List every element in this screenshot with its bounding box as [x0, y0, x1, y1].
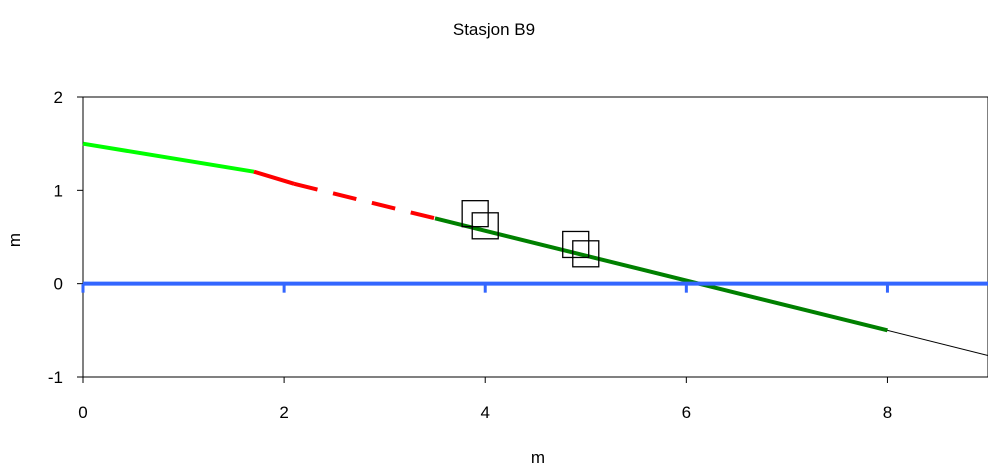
y-tick-label: 0 [54, 275, 63, 294]
series-line-3 [435, 218, 888, 330]
y-tick-label: 2 [54, 88, 63, 107]
y-axis-title: m [5, 233, 24, 247]
x-axis-title: m [531, 448, 545, 467]
plot-frame [83, 97, 988, 377]
x-tick-label: 6 [682, 403, 691, 422]
series-line-0 [83, 144, 254, 172]
x-tick-label: 0 [78, 403, 87, 422]
x-tick-label: 8 [883, 403, 892, 422]
data-point-square [462, 201, 488, 227]
y-tick-label: -1 [48, 368, 63, 387]
series-line-4 [887, 330, 988, 355]
x-tick-label: 4 [480, 403, 489, 422]
x-tick-label: 2 [279, 403, 288, 422]
y-tick-label: 1 [54, 181, 63, 200]
plot-area: 2 1 0 -1 0 2 4 6 8 [48, 88, 988, 422]
series-line-1 [254, 172, 294, 184]
series-line-2 [294, 184, 435, 219]
